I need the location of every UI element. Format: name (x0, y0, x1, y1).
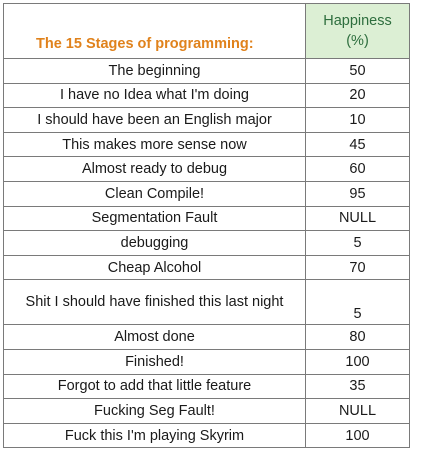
table-row: Almost ready to debug 60 (3, 156, 410, 182)
happiness-cell: 100 (305, 348, 410, 375)
table-title: The 15 Stages of programming: (3, 3, 306, 59)
happiness-header-label: Happiness (323, 13, 392, 29)
table-row: Cheap Alcohol 70 (3, 254, 410, 281)
stage-cell: This makes more sense now (3, 131, 306, 158)
stage-cell: Finished! (3, 348, 306, 375)
happiness-cell: 50 (305, 58, 410, 84)
stages-table: The 15 Stages of programming: Happiness (… (3, 3, 410, 449)
table-row: I have no Idea what I'm doing 20 (3, 82, 410, 109)
happiness-cell: 5 (305, 230, 410, 256)
stage-cell: Fucking Seg Fault! (3, 398, 306, 424)
happiness-cell: 20 (305, 82, 410, 109)
stage-cell: Almost done (3, 324, 306, 350)
table-row: I should have been an English major 10 (3, 107, 410, 133)
header-row: The 15 Stages of programming: Happiness (… (3, 3, 410, 59)
stage-cell: Cheap Alcohol (3, 254, 306, 281)
happiness-cell: 95 (305, 180, 410, 207)
happiness-cell: NULL (305, 398, 410, 424)
happiness-header: Happiness (%) (305, 3, 410, 59)
stage-cell: Clean Compile! (3, 180, 306, 207)
table-row: Finished! 100 (3, 348, 410, 375)
stage-cell: debugging (3, 230, 306, 256)
table-row: debugging 5 (3, 230, 410, 256)
stage-cell: The beginning (3, 58, 306, 84)
stage-cell: I have no Idea what I'm doing (3, 82, 306, 109)
happiness-cell: 70 (305, 254, 410, 281)
table-row: Forgot to add that little feature 35 (3, 373, 410, 400)
table-row: Fucking Seg Fault! NULL (3, 398, 410, 424)
stage-cell: Almost ready to debug (3, 156, 306, 182)
table-row: Almost done 80 (3, 324, 410, 350)
happiness-cell: 100 (305, 422, 410, 449)
table-row: Shit I should have finished this last ni… (3, 279, 410, 326)
happiness-cell: 10 (305, 107, 410, 133)
happiness-header-unit: (%) (346, 33, 369, 49)
stage-cell: Forgot to add that little feature (3, 373, 306, 400)
happiness-cell: 45 (305, 131, 410, 158)
stage-cell: Fuck this I'm playing Skyrim (3, 422, 306, 449)
happiness-cell: 5 (305, 279, 410, 326)
table-row: Fuck this I'm playing Skyrim 100 (3, 422, 410, 449)
table-row: This makes more sense now 45 (3, 131, 410, 158)
happiness-cell: 80 (305, 324, 410, 350)
table-row: Segmentation Fault NULL (3, 205, 410, 232)
happiness-cell: 35 (305, 373, 410, 400)
stage-cell: I should have been an English major (3, 107, 306, 133)
happiness-cell: NULL (305, 205, 410, 232)
stage-cell: Segmentation Fault (3, 205, 306, 232)
table-row: Clean Compile! 95 (3, 180, 410, 207)
happiness-cell: 60 (305, 156, 410, 182)
stage-cell: Shit I should have finished this last ni… (3, 279, 306, 326)
table-row: The beginning 50 (3, 58, 410, 84)
